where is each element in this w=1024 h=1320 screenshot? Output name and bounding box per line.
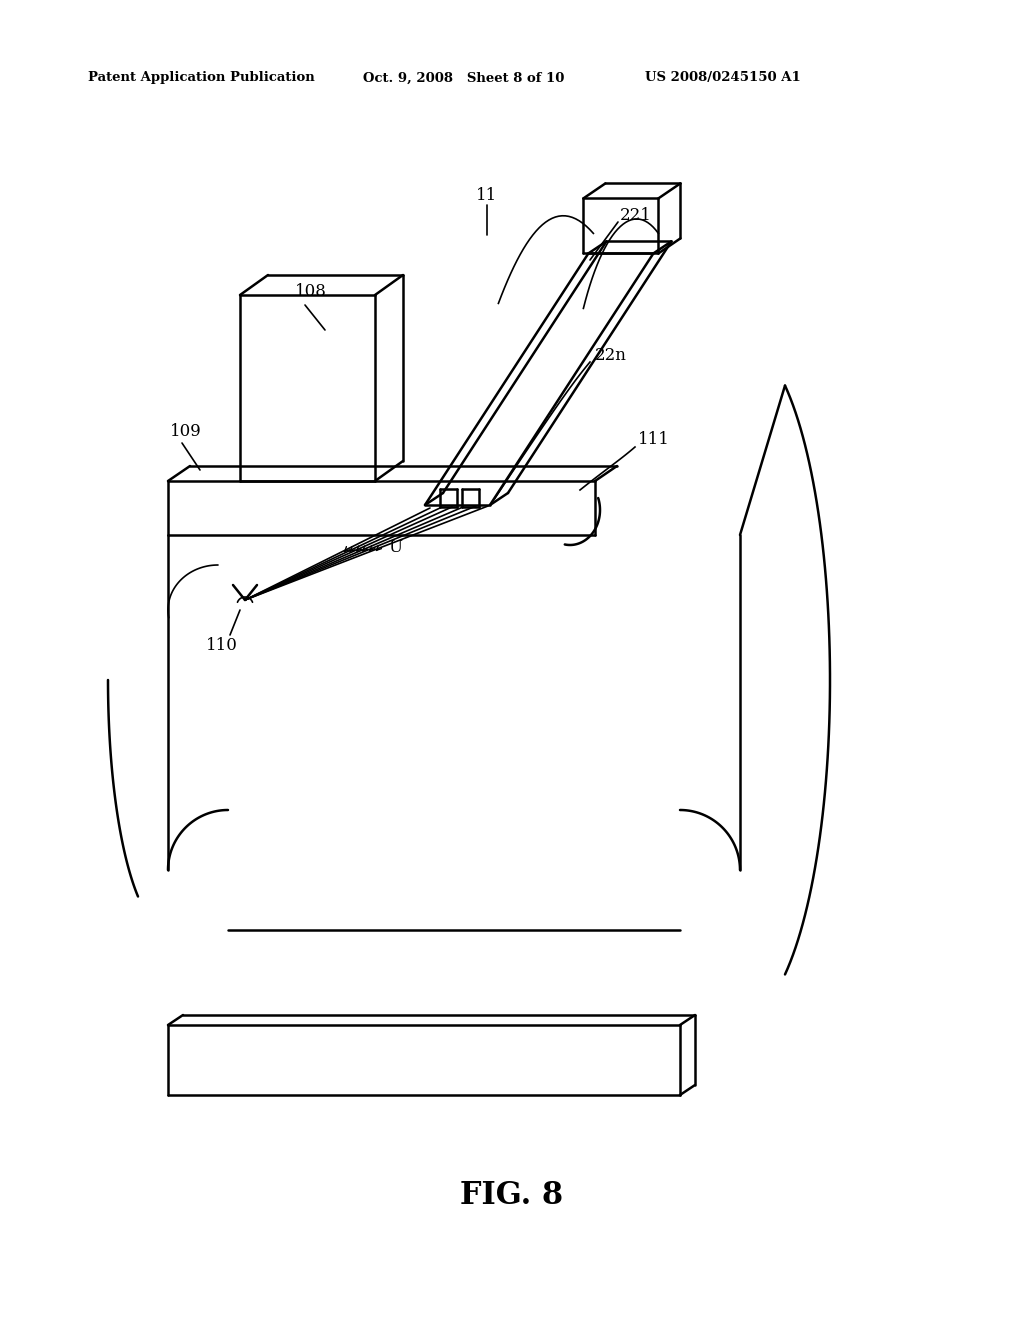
Text: 108: 108 <box>295 284 327 301</box>
Text: U: U <box>388 540 402 557</box>
Text: 110: 110 <box>206 636 238 653</box>
Text: 111: 111 <box>638 432 670 449</box>
Text: US 2008/0245150 A1: US 2008/0245150 A1 <box>645 71 801 84</box>
Text: 221: 221 <box>620 206 652 223</box>
Text: 11: 11 <box>476 186 498 203</box>
Text: Oct. 9, 2008   Sheet 8 of 10: Oct. 9, 2008 Sheet 8 of 10 <box>362 71 564 84</box>
Text: Patent Application Publication: Patent Application Publication <box>88 71 314 84</box>
Text: FIG. 8: FIG. 8 <box>461 1180 563 1210</box>
Text: 22n: 22n <box>595 346 627 363</box>
Text: 109: 109 <box>170 424 202 441</box>
